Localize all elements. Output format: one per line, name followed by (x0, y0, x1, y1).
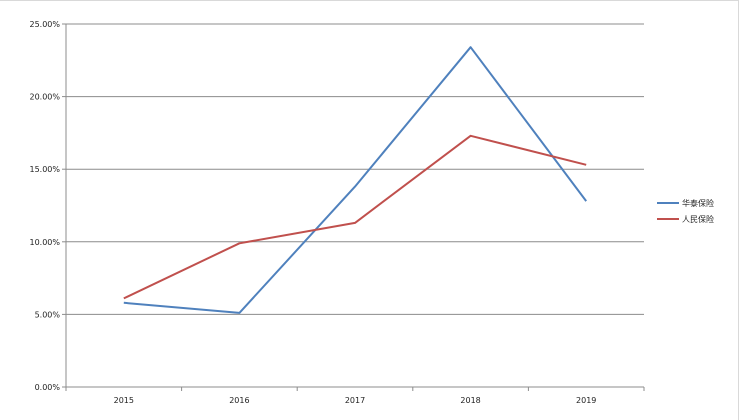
series-lines (123, 46, 587, 314)
series-line-2 (123, 134, 587, 300)
legend-label-2: 人民保险 (682, 214, 714, 224)
y-axis: 0.00% 5.00% 10.00% 15.00% 20.00% 25.00% (29, 20, 67, 392)
x-tick-label: 2017 (345, 396, 365, 405)
series-line-1 (123, 46, 587, 314)
x-tick-label: 2016 (229, 396, 249, 405)
x-tick-label: 2018 (460, 396, 480, 405)
y-tick-label: 25.00% (29, 20, 60, 29)
y-tick-label: 5.00% (35, 310, 61, 319)
y-tick-label: 15.00% (29, 165, 60, 174)
y-tick-label: 0.00% (35, 383, 61, 392)
y-tick-label: 20.00% (29, 93, 60, 102)
legend-label-1: 华泰保险 (682, 198, 714, 208)
y-tick-label: 10.00% (29, 238, 60, 247)
gridlines (66, 23, 644, 388)
x-axis: 2015 2016 2017 2018 2019 (65, 387, 645, 405)
x-tick-label: 2019 (576, 396, 596, 405)
x-tick-label: 2015 (114, 396, 134, 405)
